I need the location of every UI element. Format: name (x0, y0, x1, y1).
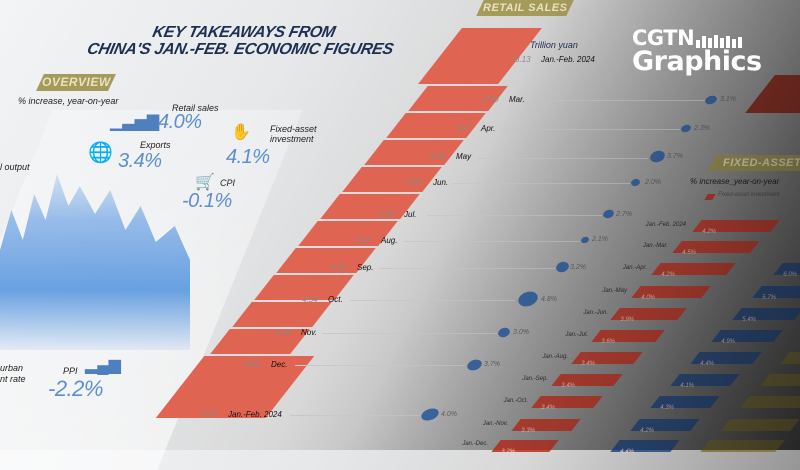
fa-blue-bar: 4.9% (711, 330, 783, 345)
fa-blue-bar: 6.0% (773, 263, 800, 278)
retail-bar (232, 302, 332, 327)
fa-blue-bar: 5.7% (752, 286, 800, 301)
fa-red-bar: 3.9% (610, 308, 687, 323)
cart-icon: 🛒 (195, 174, 215, 191)
overview-tag: OVERVIEW (36, 74, 116, 91)
fixed-asset-label: Fixed-asset investment (270, 124, 317, 144)
coins-chart-icon: ▁▃▅▇ (110, 114, 160, 131)
retail-dot (516, 289, 540, 309)
retail-dot (419, 406, 441, 423)
retail-dot (703, 94, 719, 106)
legend-swatch (704, 194, 716, 200)
exports-value: 3.4% (118, 150, 162, 172)
fa-blue-bar: 4.4% (610, 440, 680, 455)
fa-red-bar: 3.4% (551, 374, 623, 389)
fixed-asset-value: 4.1% (226, 146, 270, 168)
fa-red-bar: 3.2% (491, 440, 559, 455)
unemployment-rate-label: nt rate (0, 374, 26, 384)
cpi-label: CPI (220, 178, 236, 188)
fixed-asset-tag: FIXED-ASSET (708, 155, 800, 171)
cgtn-graphics-logo: CGTN Graphics (632, 26, 762, 77)
hand-growth-icon: ✋ (231, 124, 251, 141)
legend-label: Fixed-asset investment (718, 192, 780, 198)
retail-dot (601, 208, 616, 220)
title-line-2: CHINA'S JAN.-FEB. ECONOMIC FIGURES (85, 41, 395, 58)
retail-bar (364, 140, 464, 165)
fa-gold-bar (700, 440, 785, 452)
fa-blue-bar: 4.1% (670, 374, 740, 389)
retail-dot (680, 123, 692, 134)
cpi-value: -0.1% (182, 190, 232, 212)
fa-red-bar: 4.2% (692, 220, 780, 235)
fa-red-bar: 3.3% (511, 419, 581, 434)
fa-red-bar: 3.6% (591, 330, 665, 345)
retail-dot (496, 326, 512, 339)
fa-red-bar: 4.0% (631, 286, 711, 301)
fa-blue-bar: 4.3% (650, 396, 720, 411)
fa-blue-bar: 5.4% (732, 308, 800, 323)
retail-dot (648, 148, 667, 165)
fa-red-bar: 3.4% (531, 396, 603, 411)
fa-red-bar: 3.4% (571, 352, 643, 367)
fa-gold-bar (740, 396, 800, 408)
industrial-output-label: l output (0, 162, 30, 172)
title-line-1: KEY TAKEAWAYS FROM (150, 24, 337, 41)
retail-sales-tag: RETAIL SALES (476, 0, 574, 16)
fa-gold-bar (760, 374, 800, 386)
urban-label: urban (0, 363, 24, 373)
page-title: KEY TAKEAWAYS FROM CHINA'S JAN.-FEB. ECO… (58, 24, 425, 58)
red-shape (745, 75, 800, 113)
fa-blue-bar: 4.4% (690, 352, 762, 367)
ppi-value: -2.2% (48, 376, 103, 401)
fa-red-bar: 4.2% (651, 263, 736, 278)
retail-dot (580, 235, 590, 245)
fixed-asset-subtitle: % increase_year-on-year (690, 177, 780, 186)
fa-gold-bar (780, 352, 800, 364)
exports-label: Exports (140, 140, 171, 150)
bar-chart-icon: ▂▄▆ (85, 357, 121, 374)
retail-bar (342, 167, 442, 192)
bar-chart-icon (696, 28, 744, 48)
retail-dot (630, 177, 641, 188)
fa-red-bar: 4.5% (672, 241, 760, 256)
ppi-label: PPI (63, 366, 78, 376)
retail-sales-value: 4.0% (158, 111, 202, 133)
retail-unit: Trillion yuan (530, 40, 578, 50)
retail-dot (465, 357, 484, 373)
overview-subtitle: % increase, year-on-year (18, 96, 119, 106)
globe-arrow-icon: 🌐 (88, 142, 113, 164)
retail-dot (554, 260, 571, 274)
fa-blue-bar: 4.2% (630, 419, 700, 434)
retail-bar (210, 329, 310, 354)
fa-gold-bar (720, 419, 800, 431)
